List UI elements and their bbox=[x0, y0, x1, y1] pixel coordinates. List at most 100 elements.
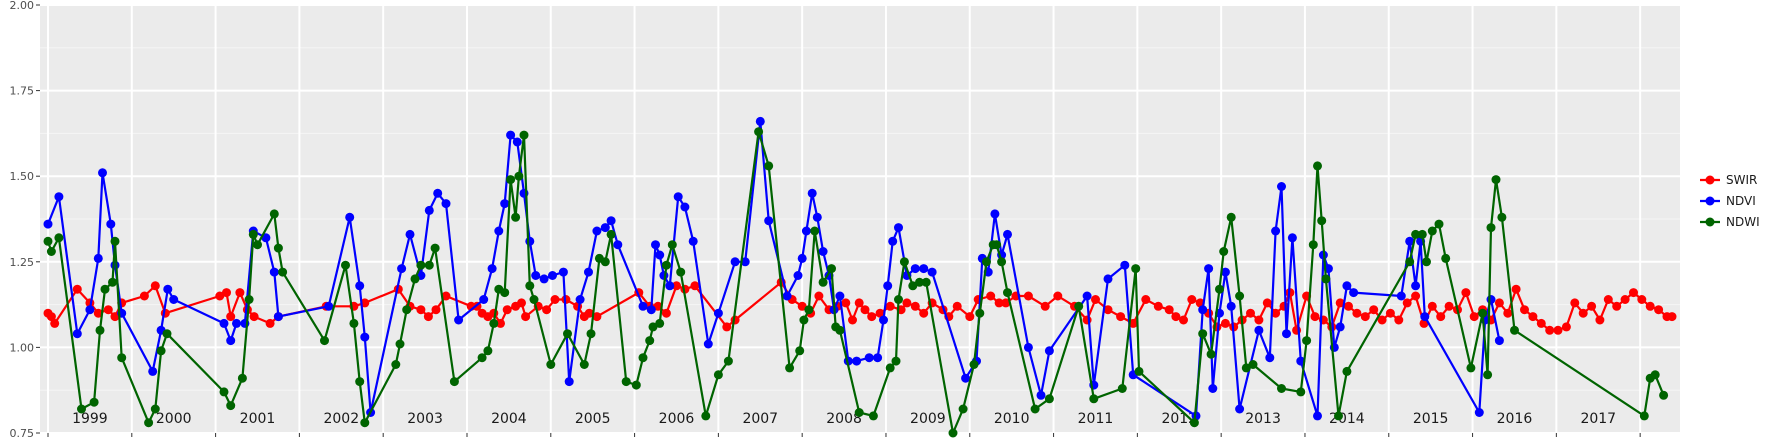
data-point-swir bbox=[222, 288, 231, 298]
series-layer bbox=[43, 116, 1677, 438]
data-point-ndvi bbox=[703, 339, 713, 349]
data-point-ndwi bbox=[835, 325, 845, 335]
data-point-ndwi bbox=[1074, 301, 1084, 311]
data-point-ndwi bbox=[100, 284, 110, 294]
series-ndwi bbox=[43, 127, 1669, 438]
data-point-ndvi bbox=[807, 188, 817, 198]
data-point-ndwi bbox=[921, 277, 931, 287]
data-point-ndwi bbox=[237, 373, 247, 383]
data-point-ndvi bbox=[673, 192, 683, 202]
data-point-ndvi bbox=[405, 229, 415, 239]
data-point-ndwi bbox=[1483, 370, 1493, 380]
data-point-ndwi bbox=[1466, 363, 1476, 373]
data-point-ndvi bbox=[1287, 233, 1297, 243]
year-label: 1999 bbox=[72, 411, 108, 427]
data-point-ndvi bbox=[1235, 404, 1245, 414]
data-point-ndvi bbox=[910, 264, 920, 274]
data-point-swir bbox=[441, 291, 451, 301]
x-axis: 1999 2000 2001 2002 2003 2004 2005 2006 2007 2008… bbox=[47, 411, 1641, 437]
data-point-ndvi bbox=[655, 250, 665, 260]
data-point-ndwi bbox=[89, 397, 99, 407]
data-point-ndwi bbox=[997, 257, 1007, 267]
data-point-ndwi bbox=[785, 363, 795, 373]
data-point-swir bbox=[1254, 315, 1264, 325]
data-point-ndwi bbox=[506, 175, 516, 185]
data-point-ndvi bbox=[93, 253, 103, 263]
data-point-ndwi bbox=[46, 247, 56, 256]
data-point-ndwi bbox=[1117, 384, 1127, 393]
data-point-swir bbox=[661, 308, 671, 318]
year-label: 2013 bbox=[1245, 411, 1281, 427]
y-tick-label: 0.75 bbox=[10, 427, 35, 440]
data-point-swir bbox=[867, 312, 877, 322]
data-point-ndvi bbox=[990, 209, 1000, 219]
data-point-swir bbox=[965, 312, 975, 322]
data-point-ndwi bbox=[818, 277, 828, 287]
data-point-ndvi bbox=[961, 373, 971, 383]
data-point-ndwi bbox=[269, 209, 279, 219]
data-point-ndvi bbox=[927, 267, 937, 277]
data-point-ndvi bbox=[85, 305, 95, 315]
data-point-swir bbox=[814, 291, 824, 301]
data-point-swir bbox=[797, 301, 807, 311]
data-point-ndwi bbox=[219, 387, 229, 397]
data-point-ndvi bbox=[883, 281, 893, 291]
data-point-ndwi bbox=[529, 295, 539, 304]
data-point-ndwi bbox=[676, 267, 686, 277]
legend-label-swir: SWIR bbox=[1726, 173, 1757, 187]
data-point-swir bbox=[1153, 301, 1163, 311]
data-point-swir bbox=[496, 318, 505, 328]
data-point-ndwi bbox=[661, 260, 671, 270]
data-point-swir bbox=[50, 318, 60, 328]
data-point-ndwi bbox=[1044, 394, 1054, 404]
data-point-ndvi bbox=[740, 257, 750, 267]
data-point-ndwi bbox=[248, 229, 258, 239]
data-point-ndwi bbox=[449, 377, 459, 387]
data-point-ndwi bbox=[355, 377, 365, 387]
data-point-ndvi bbox=[888, 236, 898, 246]
data-point-swir bbox=[517, 298, 526, 308]
data-point-ndwi bbox=[915, 277, 924, 287]
data-point-ndwi bbox=[894, 295, 903, 304]
data-point-ndvi bbox=[226, 336, 236, 346]
data-point-ndvi bbox=[1265, 353, 1275, 363]
data-point-swir bbox=[1528, 312, 1538, 322]
data-point-ndvi bbox=[148, 366, 158, 376]
data-point-ndwi bbox=[1219, 247, 1229, 256]
data-point-ndwi bbox=[514, 171, 524, 181]
data-point-ndwi bbox=[430, 243, 440, 253]
data-point-swir bbox=[1141, 295, 1151, 304]
data-point-swir bbox=[1271, 308, 1281, 318]
data-point-ndwi bbox=[579, 360, 589, 369]
year-label: 2008 bbox=[826, 411, 862, 427]
data-point-ndvi bbox=[879, 315, 888, 325]
data-point-swir bbox=[1411, 291, 1421, 301]
data-point-ndwi bbox=[795, 346, 805, 356]
data-point-ndvi bbox=[441, 199, 451, 209]
data-point-ndvi bbox=[1082, 291, 1092, 301]
data-point-ndvi bbox=[764, 216, 774, 226]
data-point-ndwi bbox=[1131, 264, 1141, 274]
data-point-ndvi bbox=[324, 301, 334, 311]
data-point-ndwi bbox=[1334, 411, 1343, 421]
data-point-swir bbox=[1352, 308, 1362, 318]
data-point-swir bbox=[1645, 301, 1655, 311]
data-point-ndvi bbox=[232, 318, 241, 328]
data-point-ndvi bbox=[797, 253, 807, 263]
data-point-swir bbox=[1128, 318, 1138, 328]
y-tick-label: 1.00 bbox=[10, 341, 35, 354]
data-point-ndwi bbox=[1003, 288, 1012, 298]
year-label: 2016 bbox=[1497, 411, 1533, 427]
year-label: 2011 bbox=[1078, 411, 1114, 427]
data-point-swir bbox=[215, 291, 225, 301]
y-tick-label: 2.00 bbox=[10, 0, 35, 12]
data-point-ndvi bbox=[360, 332, 370, 342]
data-point-ndwi bbox=[667, 240, 677, 250]
data-point-ndwi bbox=[519, 130, 529, 140]
data-point-ndvi bbox=[852, 356, 862, 366]
data-point-ndvi bbox=[494, 226, 504, 236]
data-point-swir bbox=[1360, 312, 1370, 322]
data-point-swir bbox=[1587, 301, 1597, 311]
data-point-ndwi bbox=[1491, 175, 1501, 185]
data-point-ndwi bbox=[511, 212, 521, 222]
